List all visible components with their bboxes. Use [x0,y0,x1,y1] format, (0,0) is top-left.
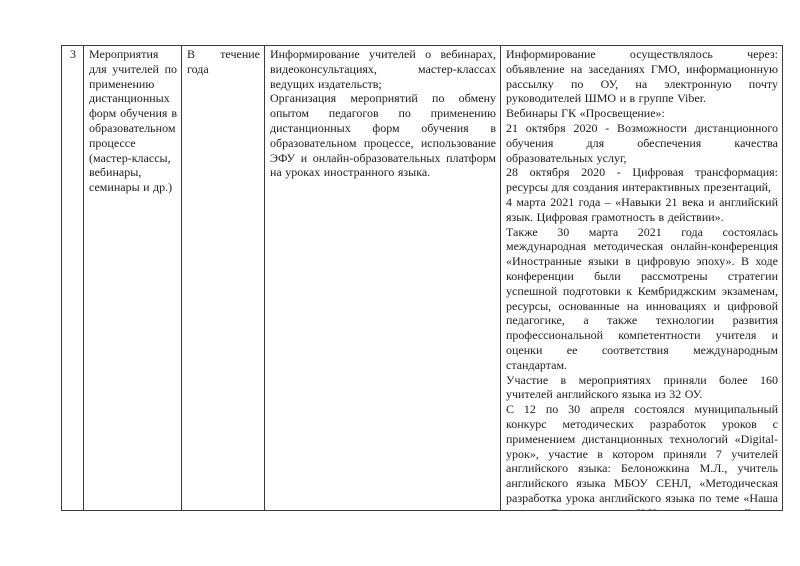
paragraph: Вебинары ГК «Просвещение»: [506,106,665,121]
timeframe-text: В течение года [187,47,260,76]
paragraph: Информирование осуществлялось через: объ… [506,47,778,106]
report-table: 3 Мероприятия для учителей по применению… [61,45,783,511]
paragraph: Также 30 марта 2021 года состоялась межд… [506,224,778,372]
paragraph: 21 октября 2020 - Возможности дистанцион… [506,120,778,165]
cell-timeframe: В течение года [181,45,265,511]
cell-description: Информирование учителей о вебинарах, вид… [264,45,501,511]
paragraph: Информирование учителей о вебинарах, вид… [270,47,496,91]
paragraph: С 12 по 30 апреля состоялся муниципальны… [506,402,778,510]
cell-row-number: 3 [61,45,84,511]
paragraph: Участие в мероприятиях приняли более 160… [506,372,778,402]
paragraph: 28 октября 2020 - Цифровая трансформация… [506,165,778,195]
paragraph: 4 марта 2021 года – «Навыки 21 века и ан… [506,194,778,224]
paragraph: Организация мероприятий по обмену опытом… [270,91,496,180]
row-number-text: 3 [70,47,76,61]
cell-results: Информирование осуществлялось через: объ… [500,45,783,511]
cell-activity: Мероприятия для учителей по применению д… [83,45,182,511]
activity-text: Мероприятия для учителей по применению д… [89,47,177,195]
table-row: 3 Мероприятия для учителей по применению… [61,45,783,511]
